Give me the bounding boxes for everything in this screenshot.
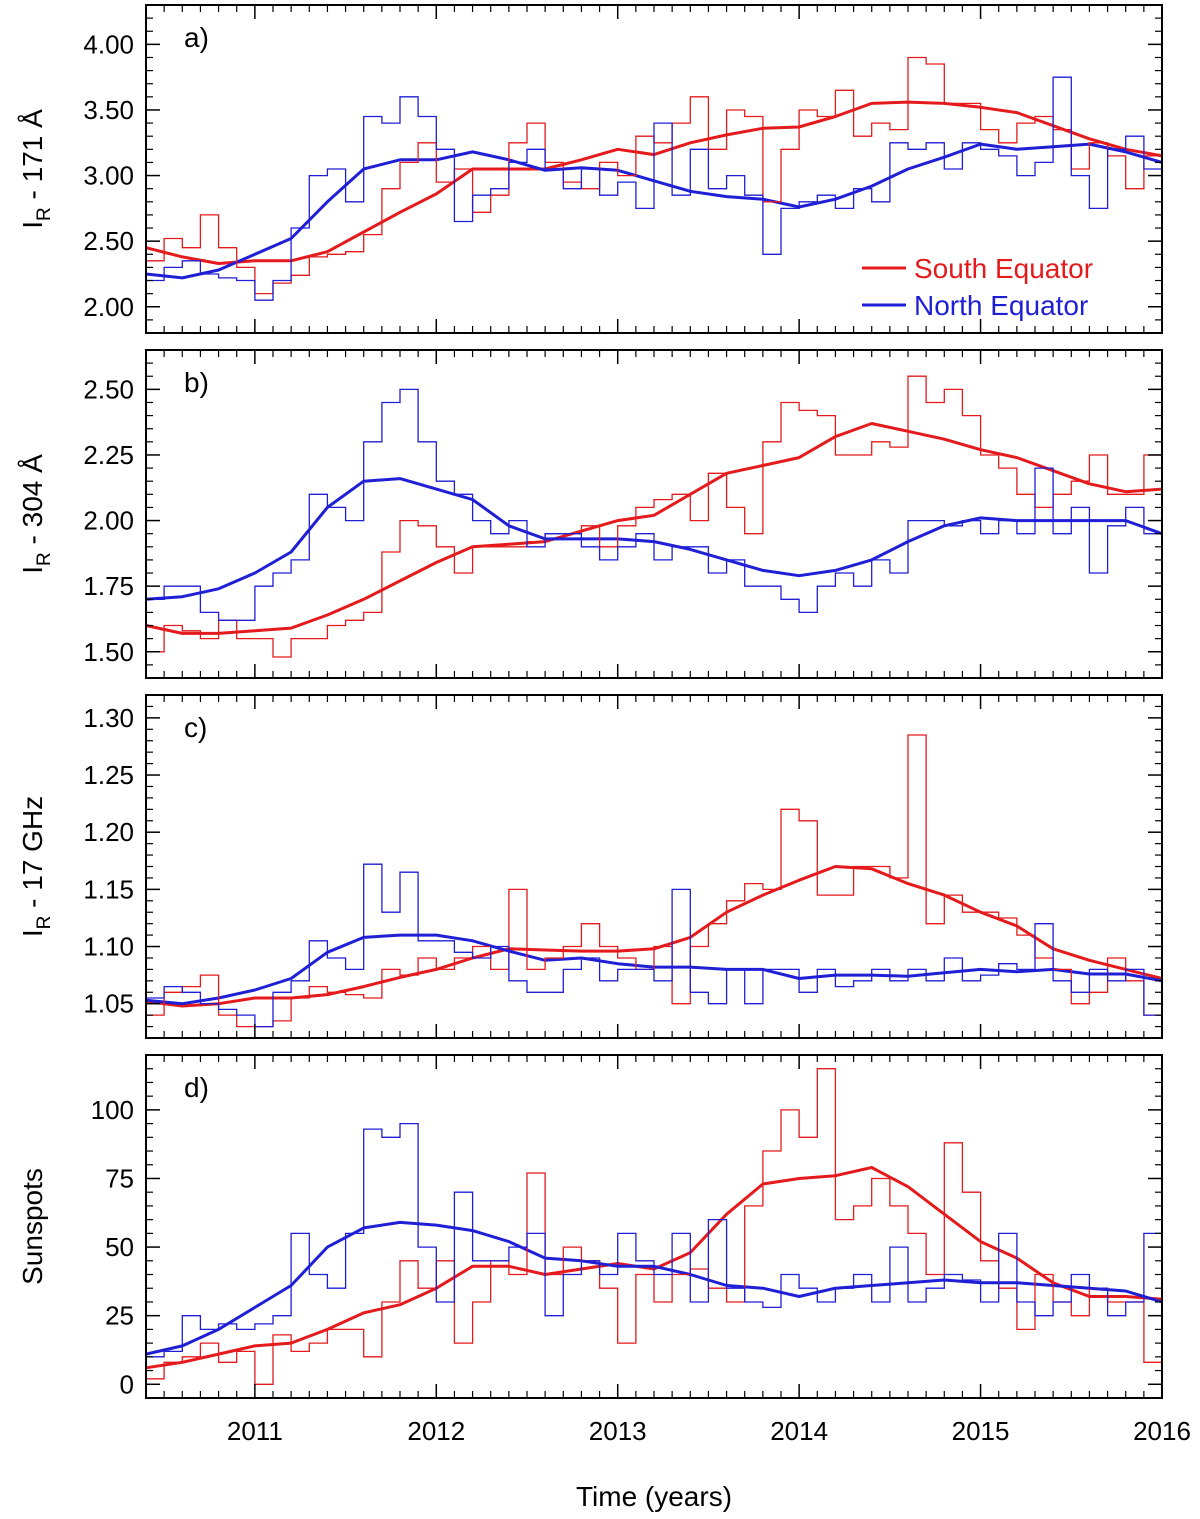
- y-tick-label: 4.00: [83, 29, 134, 59]
- y-axis-label-main: Sunspots: [17, 1168, 48, 1285]
- y-tick-label: 3.00: [83, 161, 134, 191]
- south-smooth-series: [145, 422, 1163, 635]
- y-tick-label: 25: [105, 1301, 134, 1331]
- y-tick-label: 2.00: [83, 292, 134, 322]
- x-tick-label: 2016: [1133, 1416, 1191, 1446]
- panel-frame: [145, 1054, 1163, 1399]
- y-tick-label: 1.50: [83, 637, 134, 667]
- panel-d: 2011 2012 2013 2014 2015 2016 0 25 50 75 100 d) Suns…: [17, 1054, 1191, 1446]
- y-tick-label: 1.15: [83, 874, 134, 904]
- panels: 2.002.503.003.504.00 a)IR - 171 Å1.501.75…: [17, 4, 1191, 1446]
- north-step-series: [146, 388, 1162, 621]
- x-tick-label: 2013: [589, 1416, 647, 1446]
- y-tick-label: 2.25: [83, 440, 134, 470]
- panel-label: d): [184, 1072, 209, 1103]
- panel-label: a): [184, 22, 209, 53]
- y-axis-label-rest: - 17 GHz: [17, 796, 48, 916]
- y-tick-label: 100: [91, 1095, 134, 1125]
- y-tick-label: 0: [120, 1369, 134, 1399]
- panel-b: 1.50 1.75 2.00 2.25 2.50 b) IR - 304 Å: [17, 349, 1163, 679]
- legend: South Equator North Equator: [862, 253, 1093, 321]
- legend-south-label: South Equator: [914, 253, 1093, 284]
- y-axis-label-subscript: R: [34, 552, 55, 566]
- y-tick-label: 1.05: [83, 989, 134, 1019]
- y-tick-label: 2.50: [83, 374, 134, 404]
- x-tick-label: 2012: [407, 1416, 465, 1446]
- y-axis-label: IR - 304 Å: [17, 454, 55, 574]
- y-tick-label: 1.10: [83, 932, 134, 962]
- y-tick-label: 1.30: [83, 703, 134, 733]
- y-axis-label-subscript: R: [34, 916, 55, 930]
- y-tick-label: 1.25: [83, 760, 134, 790]
- y-axis-label-main: I: [17, 566, 48, 574]
- y-axis-label-main: I: [17, 929, 48, 937]
- legend-north-label: North Equator: [914, 290, 1088, 321]
- y-tick-label: 2.00: [83, 506, 134, 536]
- south-smooth-series: [145, 865, 1163, 1008]
- y-axis-label: Sunspots: [17, 1168, 48, 1285]
- y-tick-label: 1.75: [83, 571, 134, 601]
- south-step-series: [146, 1068, 1162, 1385]
- x-axis-label: Time (years): [576, 1481, 732, 1512]
- y-axis-label: IR - 171 Å: [17, 109, 55, 229]
- north-step-series: [146, 76, 1162, 301]
- y-axis-label-main: I: [17, 221, 48, 229]
- panel-frame: [145, 694, 1163, 1039]
- panel-a: 2.00 2.50 3.00 3.50 4.00 a) IR - 171 Å: [17, 4, 1163, 334]
- x-tick-label: 2011: [227, 1416, 283, 1446]
- panel-label: b): [184, 367, 209, 398]
- y-tick-label: 2.50: [83, 226, 134, 256]
- panel-c: 1.05 1.10 1.15 1.20 1.25 1.30 c) IR - 17 GHz: [17, 694, 1163, 1039]
- y-axis-label-subscript: R: [34, 207, 55, 221]
- south-step-series: [146, 375, 1162, 658]
- north-step-series: [146, 863, 1162, 1028]
- panel-label: c): [184, 712, 207, 743]
- y-tick-label: 50: [105, 1232, 134, 1262]
- y-tick-label: 75: [105, 1163, 134, 1193]
- y-axis-label: IR - 17 GHz: [17, 796, 55, 937]
- south-step-series: [146, 734, 1162, 1028]
- x-tick-label: 2014: [770, 1416, 828, 1446]
- y-axis-label-rest: - 304 Å: [17, 454, 48, 552]
- y-axis-label-rest: - 171 Å: [17, 109, 48, 207]
- x-tick-label: 2015: [952, 1416, 1010, 1446]
- y-tick-label: 1.20: [83, 817, 134, 847]
- north-step-series: [146, 1122, 1162, 1358]
- y-tick-label: 3.50: [83, 95, 134, 125]
